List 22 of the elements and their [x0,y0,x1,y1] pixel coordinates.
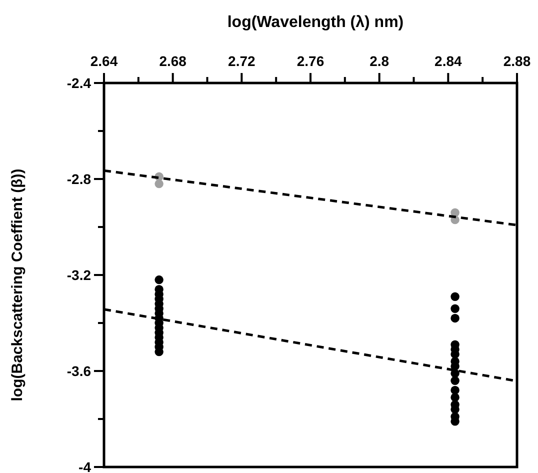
point [450,376,460,385]
x-tick-label: 2.68 [159,53,187,69]
x-tick-label: 2.64 [90,53,118,69]
x-axis-title: log(Wavelength (λ) nm) [227,14,404,31]
y-tick-label: -2.8 [66,171,92,187]
y-tick-label: -3.2 [66,267,92,283]
x-tick-label: 2.8 [370,53,390,69]
point [154,179,164,188]
y-tick-label: -3.6 [66,363,92,379]
y-axis-title: log(Backscattering Coeffient (β)) [9,168,26,402]
point [450,393,460,402]
x-tick-label: 2.88 [503,53,531,69]
y-tick-label: -2.4 [66,75,92,91]
point [450,292,460,301]
point [450,386,460,395]
x-tick-label: 2.72 [228,53,256,69]
point [154,275,164,284]
x-tick-label: 2.76 [296,53,324,69]
x-tick-label: 2.84 [434,53,462,69]
point [450,314,460,323]
point [450,304,460,313]
y-tick-label: -4 [78,459,92,473]
